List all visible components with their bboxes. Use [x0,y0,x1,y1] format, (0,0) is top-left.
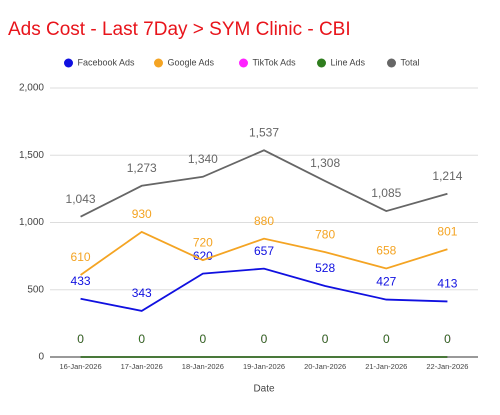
legend-label: TikTok Ads [253,57,297,67]
data-label: 0 [77,332,84,346]
data-label: 0 [444,332,451,346]
series-line [80,230,448,276]
series-line [80,149,448,218]
y-tick-label: 1,500 [19,150,44,161]
x-tick-label: 20-Jan-2026 [304,362,346,371]
data-label: 0 [322,332,329,346]
data-label: 0 [77,332,84,346]
legend-label: Facebook Ads [78,57,136,67]
x-tick-label: 21-Jan-2026 [365,362,407,371]
x-tick-label: 18-Jan-2026 [182,362,224,371]
data-label: 0 [322,332,329,346]
x-tick-label: 19-Jan-2026 [243,362,285,371]
data-label: 0 [383,332,390,346]
data-label: 0 [138,332,145,346]
data-label: 1,043 [66,192,96,206]
data-label: 930 [132,207,152,221]
data-label: 1,214 [432,169,462,183]
data-label: 413 [437,277,457,291]
data-label: 427 [376,275,396,289]
legend-marker [64,58,73,68]
legend-marker [239,58,248,68]
legend-marker [154,58,163,68]
x-tick-label: 16-Jan-2026 [60,362,102,371]
data-label: 0 [383,332,390,346]
data-label: 620 [193,249,213,263]
legend-label: Line Ads [331,57,366,67]
data-label: 1,308 [310,156,340,170]
y-tick-label: 500 [27,284,44,295]
y-tick-label: 0 [38,352,44,363]
data-label: 801 [437,224,457,238]
data-label: 1,537 [249,125,279,139]
chart-title: Ads Cost - Last 7Day > SYM Clinic - CBI [8,19,351,40]
legend-marker [387,58,396,68]
data-label: 657 [254,244,274,258]
data-label: 880 [254,214,274,228]
data-label: 0 [261,332,268,346]
data-label: 1,340 [188,152,218,166]
data-label: 343 [132,286,152,300]
data-label: 0 [261,332,268,346]
data-label: 0 [200,332,207,346]
y-tick-label: 2,000 [19,83,44,94]
y-tick-label: 1,000 [19,217,44,228]
data-label: 658 [376,244,396,258]
data-label: 528 [315,261,335,275]
x-axis-title: Date [253,384,275,395]
data-label: 780 [315,227,335,241]
data-label: 610 [71,250,91,264]
series-line [80,267,448,312]
legend-label: Total [401,57,420,67]
data-label: 720 [193,235,213,249]
data-label: 1,273 [127,161,157,175]
data-label: 1,085 [371,186,401,200]
x-tick-label: 22-Jan-2026 [426,362,468,371]
data-label: 0 [200,332,207,346]
legend-marker [317,58,326,68]
data-label: 433 [71,274,91,288]
x-tick-label: 17-Jan-2026 [121,362,163,371]
data-label: 0 [444,332,451,346]
legend-label: Google Ads [168,57,215,67]
data-label: 0 [138,332,145,346]
